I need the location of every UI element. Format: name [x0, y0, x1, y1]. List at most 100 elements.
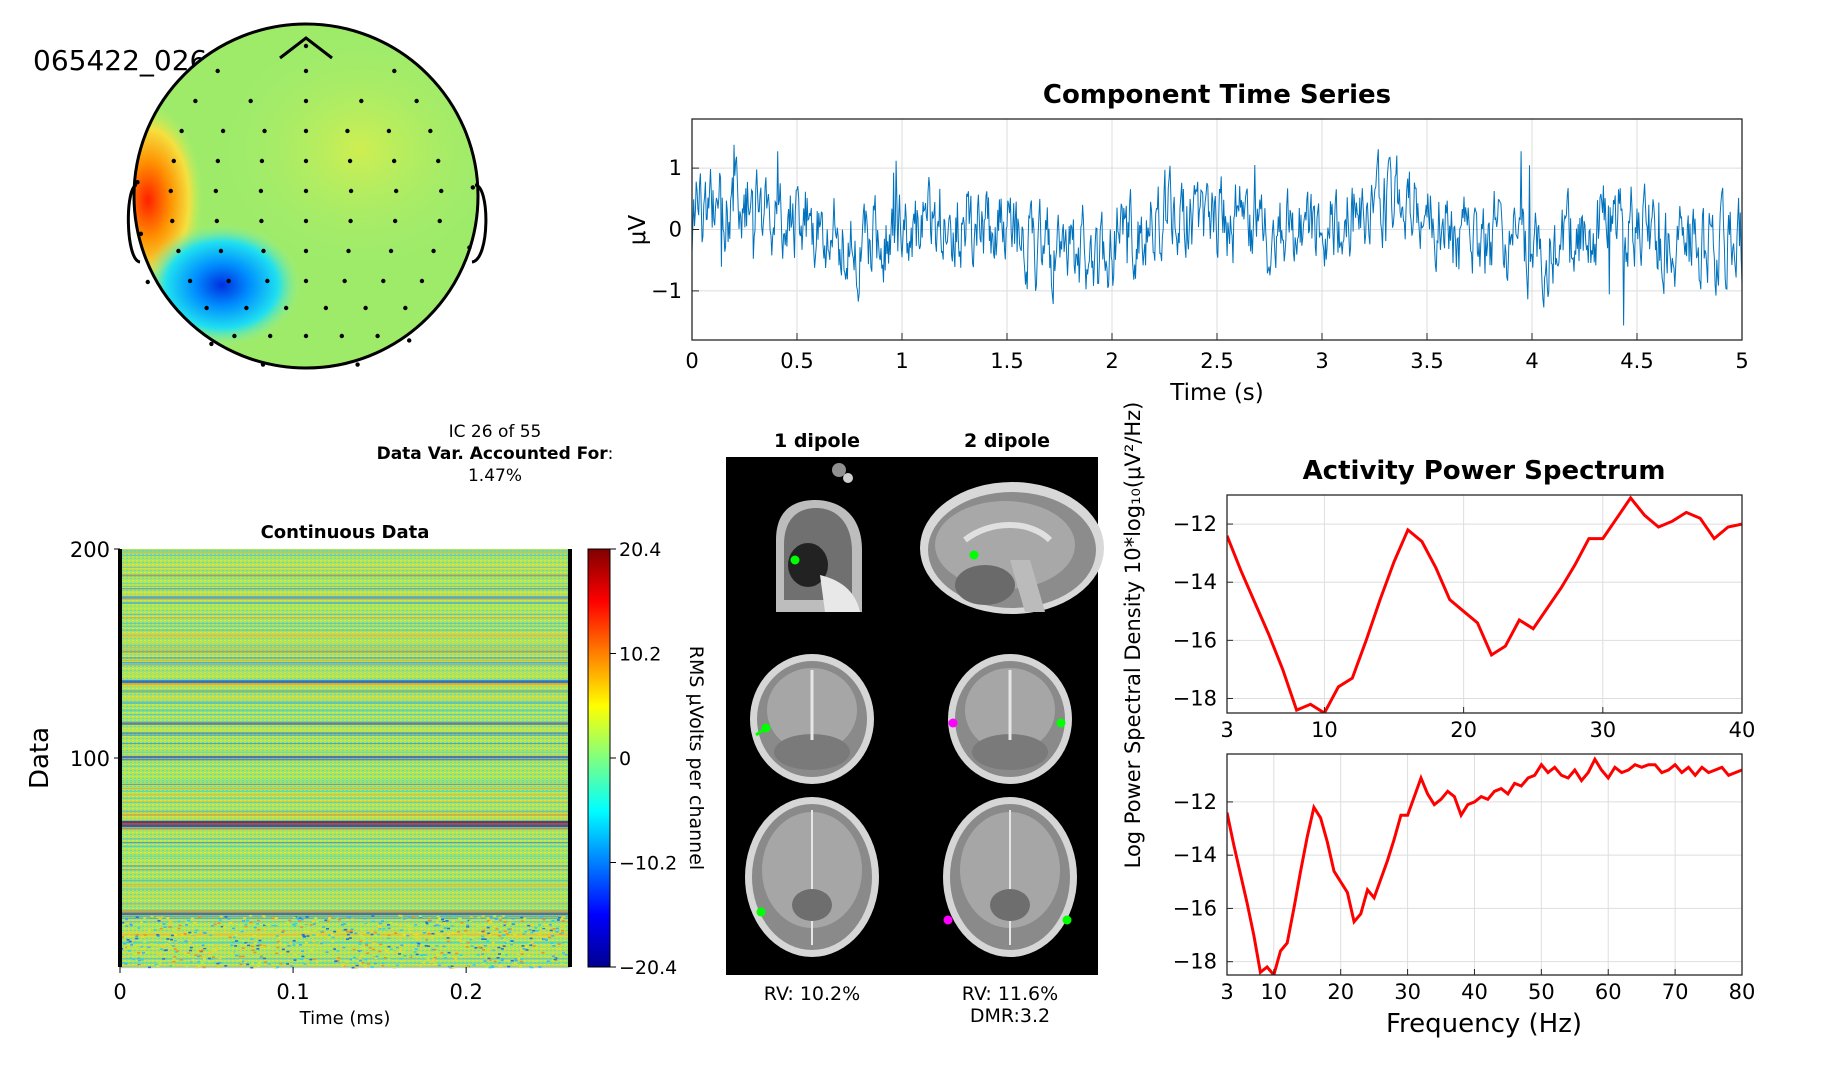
electrode-dot	[303, 248, 309, 254]
electrode-dot	[323, 305, 329, 311]
dipole-marker-green	[761, 723, 771, 733]
time-series-chart: Component Time Series 0 0.5 1 1.5 2 2.5 3 3.5 4 4…	[625, 80, 1749, 406]
ic-number: IC 26 of 55	[449, 422, 542, 442]
power-spectrum-title: Activity Power Spectrum	[1303, 456, 1666, 486]
dipole-2-dmr: DMR:3.2	[970, 1005, 1050, 1027]
dipole-marker-green	[969, 550, 979, 560]
spectrum-xtick-upper: 20	[1450, 718, 1477, 742]
right-ear	[471, 183, 488, 264]
electrode-dot	[232, 333, 237, 339]
spectrum-line-lower	[1227, 756, 1742, 975]
electrode-dot	[375, 333, 380, 339]
colorbar-ticks: 20.4 10.2 0 −10.2 −20.4	[610, 539, 677, 979]
electrode-dot	[135, 180, 140, 185]
time-series-xtick: 0	[685, 349, 698, 373]
electrode-dot	[342, 278, 347, 284]
time-series-xtick: 1.5	[990, 349, 1023, 373]
electrode-dot	[347, 158, 353, 164]
electrode-dot	[431, 248, 436, 254]
electrode-dot	[261, 248, 266, 254]
spectrum-ytick-upper: −12	[1173, 512, 1217, 536]
electrode-dot	[244, 305, 249, 311]
electrode-dot	[187, 278, 193, 284]
electrode-dots	[135, 43, 476, 367]
electrode-dot	[470, 185, 476, 190]
continuous-data-ticks: 0 0.1 0.2 200 100	[70, 538, 483, 1004]
electrode-dot	[391, 158, 397, 164]
colorbar-tick: 0	[619, 748, 631, 770]
dipole-marker-green	[790, 555, 800, 565]
dipole-panels: 1 dipole 2 dipole	[726, 430, 1104, 1027]
continuous-data-xtick: 0	[113, 980, 126, 1004]
electrode-dot	[359, 98, 364, 104]
electrode-dot	[386, 128, 392, 134]
electrode-dot	[345, 128, 350, 134]
continuous-data-xlabel: Time (ms)	[299, 1008, 391, 1029]
electrode-dot	[303, 68, 309, 74]
spectrum-xtick-lower: 60	[1595, 980, 1622, 1004]
time-series-xtick: 4.5	[1620, 349, 1653, 373]
electrode-dot	[171, 158, 176, 164]
electrode-dot	[179, 128, 184, 134]
electrode-dot	[437, 218, 442, 224]
electrode-dot	[176, 248, 181, 254]
time-series-ytick: 1	[669, 156, 682, 180]
spectrum-ytick-lower: −16	[1173, 896, 1217, 920]
spectrum-ytick-upper: −14	[1173, 570, 1217, 594]
electrode-dot	[303, 218, 309, 224]
spectrum-xlabel: Frequency (Hz)	[1386, 1009, 1582, 1039]
ic-info: IC 26 of 55 Data Var. Accounted For: 1.4…	[377, 422, 614, 486]
time-series-xtick: 1	[895, 349, 908, 373]
spectrum-xtick-lower: 50	[1528, 980, 1555, 1004]
electrode-dot	[218, 248, 224, 254]
electrode-dot	[303, 333, 309, 339]
dipole-2-rv: RV: 11.6%	[962, 983, 1058, 1005]
component-id-label: 065422_026	[33, 44, 207, 77]
electrode-dot	[267, 333, 273, 339]
spectrum-xtick-lower: 3	[1220, 980, 1233, 1004]
spectrum-xtick-lower: 80	[1729, 980, 1756, 1004]
electrode-dot	[348, 188, 354, 194]
time-series-xlabel: Time (s)	[1169, 380, 1264, 406]
electrode-dot	[381, 278, 386, 284]
dipole-2-axial	[943, 797, 1077, 957]
electrode-dot	[262, 128, 267, 134]
colorbar-label: RMS μVolts per channel	[685, 646, 707, 870]
electrode-dot	[145, 279, 150, 285]
continuous-data-ytick: 100	[70, 747, 110, 771]
electrode-dot	[215, 68, 220, 74]
dipole-marker-green	[756, 907, 766, 917]
power-spectrum-chart: Activity Power Spectrum 3 10 20 30 40 −12 −14 −…	[1121, 402, 1755, 1039]
electrode-dot	[348, 218, 353, 224]
electrode-dot	[209, 341, 214, 347]
electrode-dot	[392, 218, 398, 224]
electrode-dot	[204, 305, 209, 311]
time-series-xtick: 2	[1105, 349, 1118, 373]
dipole-1-sagittal	[776, 463, 862, 612]
electrode-dot	[363, 305, 368, 311]
spectrum-ytick-lower: −14	[1173, 843, 1217, 867]
spectrum-xtick-lower: 30	[1394, 980, 1421, 1004]
electrode-dot	[303, 43, 309, 49]
colorbar-tick: −20.4	[619, 957, 677, 979]
spectrum-xtick-upper: 40	[1729, 718, 1756, 742]
electrode-dot	[303, 278, 309, 284]
spectrum-axes-lower	[1226, 753, 1743, 976]
time-series-xtick: 3	[1315, 349, 1328, 373]
electrode-dot	[170, 218, 175, 224]
spectrum-line-upper	[1227, 495, 1742, 713]
nose	[279, 36, 333, 60]
time-series-ytick: −1	[651, 279, 682, 303]
spectrum-xtick-lower: 20	[1327, 980, 1354, 1004]
continuous-data-title: Continuous Data	[261, 522, 430, 543]
electrode-dot	[138, 231, 144, 237]
continuous-data-xtick: 0.1	[276, 980, 309, 1004]
electrode-dot	[346, 248, 351, 254]
time-series-ylabel: μV	[625, 215, 651, 246]
time-series-xtick: 5	[1735, 349, 1748, 373]
spectrum-xtick-upper: 30	[1589, 718, 1616, 742]
variance-value: 1.47%	[468, 466, 522, 486]
electrode-dot	[467, 245, 472, 250]
electrode-dot	[392, 68, 397, 74]
time-series-line	[692, 144, 1742, 326]
